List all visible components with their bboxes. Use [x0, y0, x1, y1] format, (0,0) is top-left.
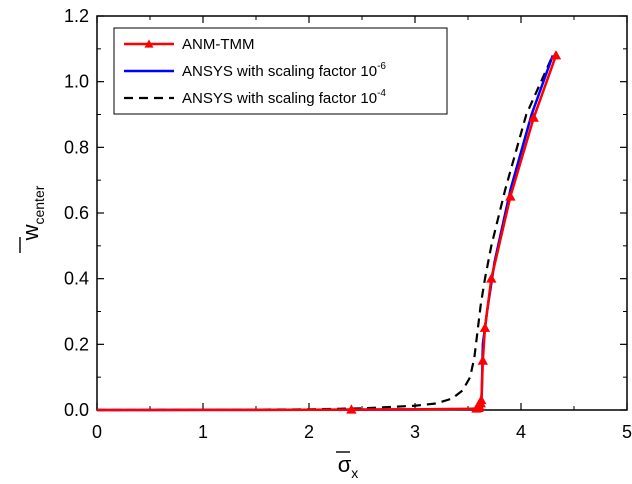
data-point-marker — [346, 404, 357, 414]
y-tick-label: 0.4 — [64, 269, 89, 289]
legend-marker — [144, 39, 154, 48]
x-tick-label: 4 — [516, 422, 526, 442]
legend-label-2: ANSYS with scaling factor 10-4 — [182, 88, 386, 107]
legend-label-1: ANSYS with scaling factor 10-6 — [182, 61, 386, 80]
y-tick-label: 0.0 — [64, 400, 89, 420]
data-point-marker — [477, 355, 489, 365]
data-point-marker — [550, 50, 562, 60]
series-layer — [96, 50, 562, 414]
y-tick-label: 0.2 — [64, 334, 89, 354]
legend-label-0: ANM-TMM — [182, 36, 254, 53]
y-tick-label: 1.0 — [64, 72, 89, 92]
axis-labels: σx wcenter — [18, 185, 358, 481]
x-tick-label: 5 — [622, 422, 632, 442]
data-point-marker — [476, 394, 487, 405]
x-tick-label: 3 — [410, 422, 420, 442]
data-point-marker — [486, 273, 497, 283]
y-axis-title-group: wcenter — [18, 185, 47, 253]
y-tick-label: 0.6 — [64, 203, 89, 223]
legend: ANM-TMM ANSYS with scaling factor 10-6 ANS… — [113, 27, 448, 115]
data-point-marker — [528, 112, 539, 122]
data-point-marker — [505, 191, 516, 201]
x-axis-title: σx — [338, 452, 359, 481]
y-tick-label: 0.8 — [64, 137, 89, 157]
data-point-marker — [479, 322, 491, 332]
x-tick-label: 2 — [304, 422, 314, 442]
y-tick-label: 1.2 — [64, 6, 89, 26]
y-axis-title: wcenter — [18, 185, 47, 241]
x-tick-label: 0 — [92, 422, 102, 442]
x-tick-label: 1 — [198, 422, 208, 442]
